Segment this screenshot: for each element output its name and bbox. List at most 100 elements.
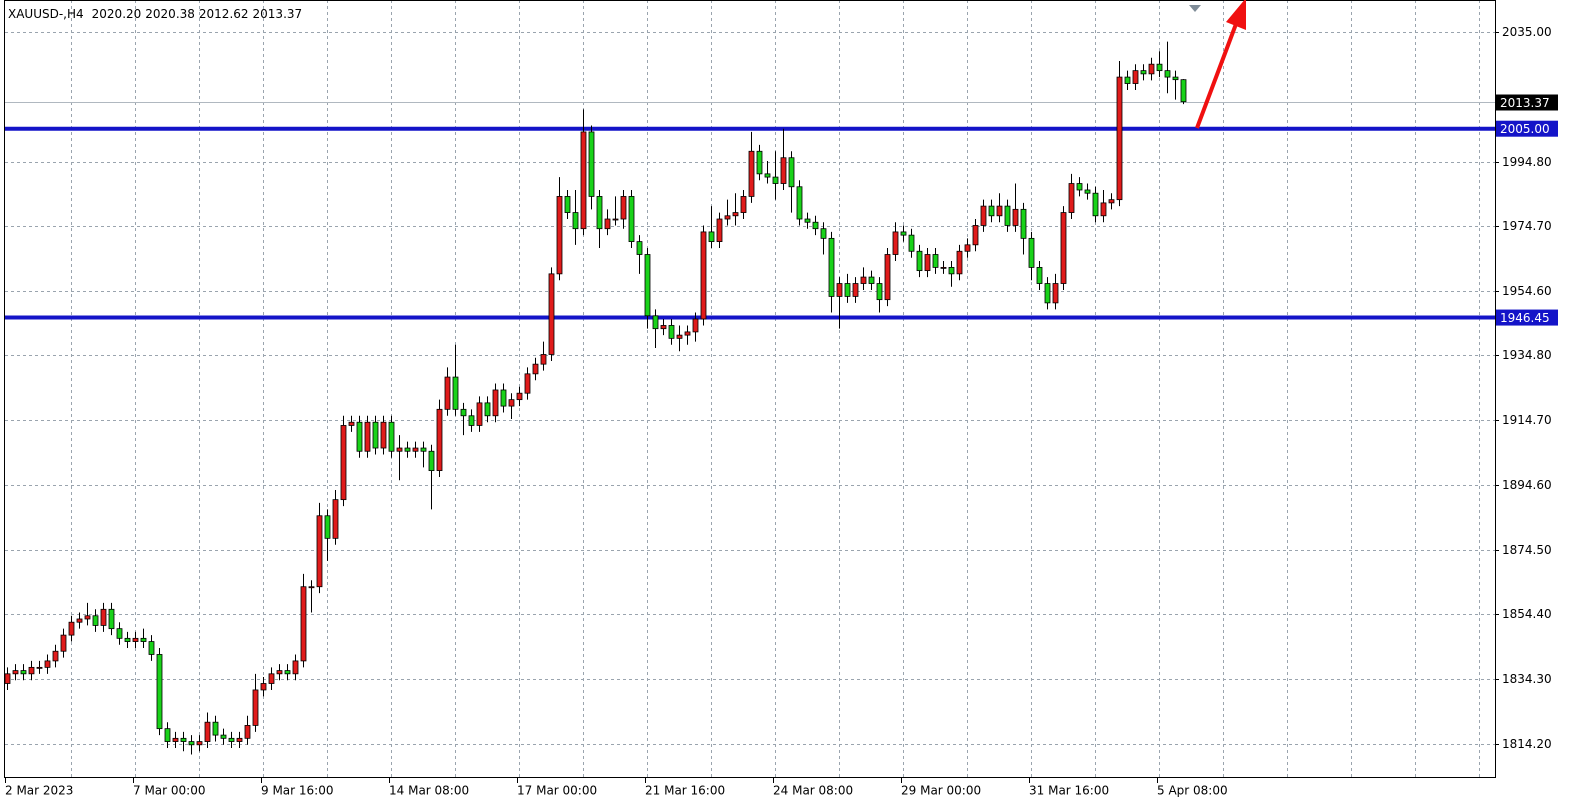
candle-body xyxy=(292,660,299,675)
x-tick-label: 21 Mar 16:00 xyxy=(645,784,725,798)
candle-body xyxy=(204,721,211,742)
candle-body xyxy=(1116,76,1123,201)
candle-body xyxy=(1180,79,1187,103)
candle-body xyxy=(44,660,51,668)
candle-body xyxy=(388,421,395,452)
candle-body xyxy=(868,276,875,284)
candle-body xyxy=(68,621,75,636)
x-tick-label: 5 Apr 08:00 xyxy=(1157,784,1228,798)
candle-body xyxy=(52,650,59,662)
candle-body xyxy=(1028,237,1035,268)
candle-body xyxy=(732,212,739,217)
candle-body xyxy=(1140,70,1147,75)
level-label: 2005.00 xyxy=(1500,122,1550,136)
y-tick-label: 1994.80 xyxy=(1502,155,1552,169)
header-low: 2012.62 xyxy=(199,7,249,21)
candle-body xyxy=(716,218,723,242)
candle-body xyxy=(116,628,123,639)
y-tick-label: 1894.60 xyxy=(1502,478,1552,492)
candle-body xyxy=(644,254,651,317)
candle-body xyxy=(500,389,507,407)
candle-body xyxy=(580,131,587,230)
candle-body xyxy=(988,205,995,217)
candle-body xyxy=(572,212,579,230)
candle-body xyxy=(1036,266,1043,284)
header-high: 2020.38 xyxy=(145,7,195,21)
candle-body xyxy=(964,244,971,252)
candle-body xyxy=(548,273,555,355)
candle-body xyxy=(564,196,571,213)
candle-body xyxy=(1124,76,1131,84)
price-label: 2013.37 xyxy=(1500,96,1550,110)
candle-body xyxy=(452,376,459,410)
candle-body xyxy=(708,231,715,242)
y-tick-label: 1834.30 xyxy=(1502,672,1552,686)
x-tick-label: 31 Mar 16:00 xyxy=(1029,784,1109,798)
candle-body xyxy=(948,266,955,275)
shift-marker xyxy=(1189,5,1201,12)
candle-body xyxy=(508,399,515,407)
candle-body xyxy=(420,447,427,452)
y-tick-label: 2035.00 xyxy=(1502,25,1552,39)
candle-body xyxy=(348,421,355,426)
candle-body xyxy=(660,325,667,330)
candle-body xyxy=(876,283,883,301)
level-label-box xyxy=(1496,120,1558,137)
candle-body xyxy=(124,637,131,642)
candle-body xyxy=(612,218,619,221)
candle-body xyxy=(620,196,627,220)
candle-body xyxy=(1044,283,1051,304)
candle-body xyxy=(428,450,435,472)
candle-body xyxy=(300,586,307,662)
candle-body xyxy=(324,515,331,539)
candle-body xyxy=(236,737,243,742)
candle-body xyxy=(164,728,171,742)
candle-body xyxy=(1172,76,1179,81)
y-tick-label: 1874.50 xyxy=(1502,543,1552,557)
level-label: 1946.45 xyxy=(1500,311,1550,325)
candle-body xyxy=(700,231,707,320)
candle-body xyxy=(812,221,819,230)
candle-body xyxy=(12,670,19,675)
candle-body xyxy=(1020,208,1027,239)
grid xyxy=(5,0,1495,778)
y-tick-label: 1974.70 xyxy=(1502,219,1552,233)
candle-body xyxy=(1092,192,1099,217)
candle-body xyxy=(1100,202,1107,217)
candle-body xyxy=(404,447,411,452)
candle-body xyxy=(996,205,1003,217)
candle-body xyxy=(372,421,379,449)
candle-body xyxy=(468,415,475,426)
candle-body xyxy=(444,376,451,410)
candle-body xyxy=(924,254,931,272)
candle-body xyxy=(284,670,291,675)
candle-body xyxy=(852,283,859,297)
candle-body xyxy=(212,721,219,736)
candle-body xyxy=(1012,208,1019,226)
candle-body xyxy=(860,276,867,284)
candle-body xyxy=(172,737,179,742)
candle-body xyxy=(980,205,987,226)
candle-body xyxy=(340,425,347,501)
candle-body xyxy=(84,615,91,620)
x-tick-label: 24 Mar 08:00 xyxy=(773,784,853,798)
candle-body xyxy=(932,254,939,268)
candle-body xyxy=(108,608,115,630)
candle-body xyxy=(748,150,755,197)
candle-body xyxy=(260,683,267,691)
y-tick-label: 1954.60 xyxy=(1502,284,1552,298)
candle-body xyxy=(532,363,539,375)
candle-body xyxy=(604,218,611,230)
candle-body xyxy=(956,250,963,275)
y-tick-label: 1914.70 xyxy=(1502,413,1552,427)
candle-body xyxy=(140,637,147,642)
candle-body xyxy=(684,331,691,336)
candle-body xyxy=(1076,183,1083,191)
candle-body xyxy=(244,725,251,739)
annotation-arrow xyxy=(1195,23,1238,129)
candle-body xyxy=(60,634,67,652)
candle-body xyxy=(460,408,467,417)
candle-body xyxy=(740,196,747,213)
candle-body xyxy=(1164,70,1171,78)
